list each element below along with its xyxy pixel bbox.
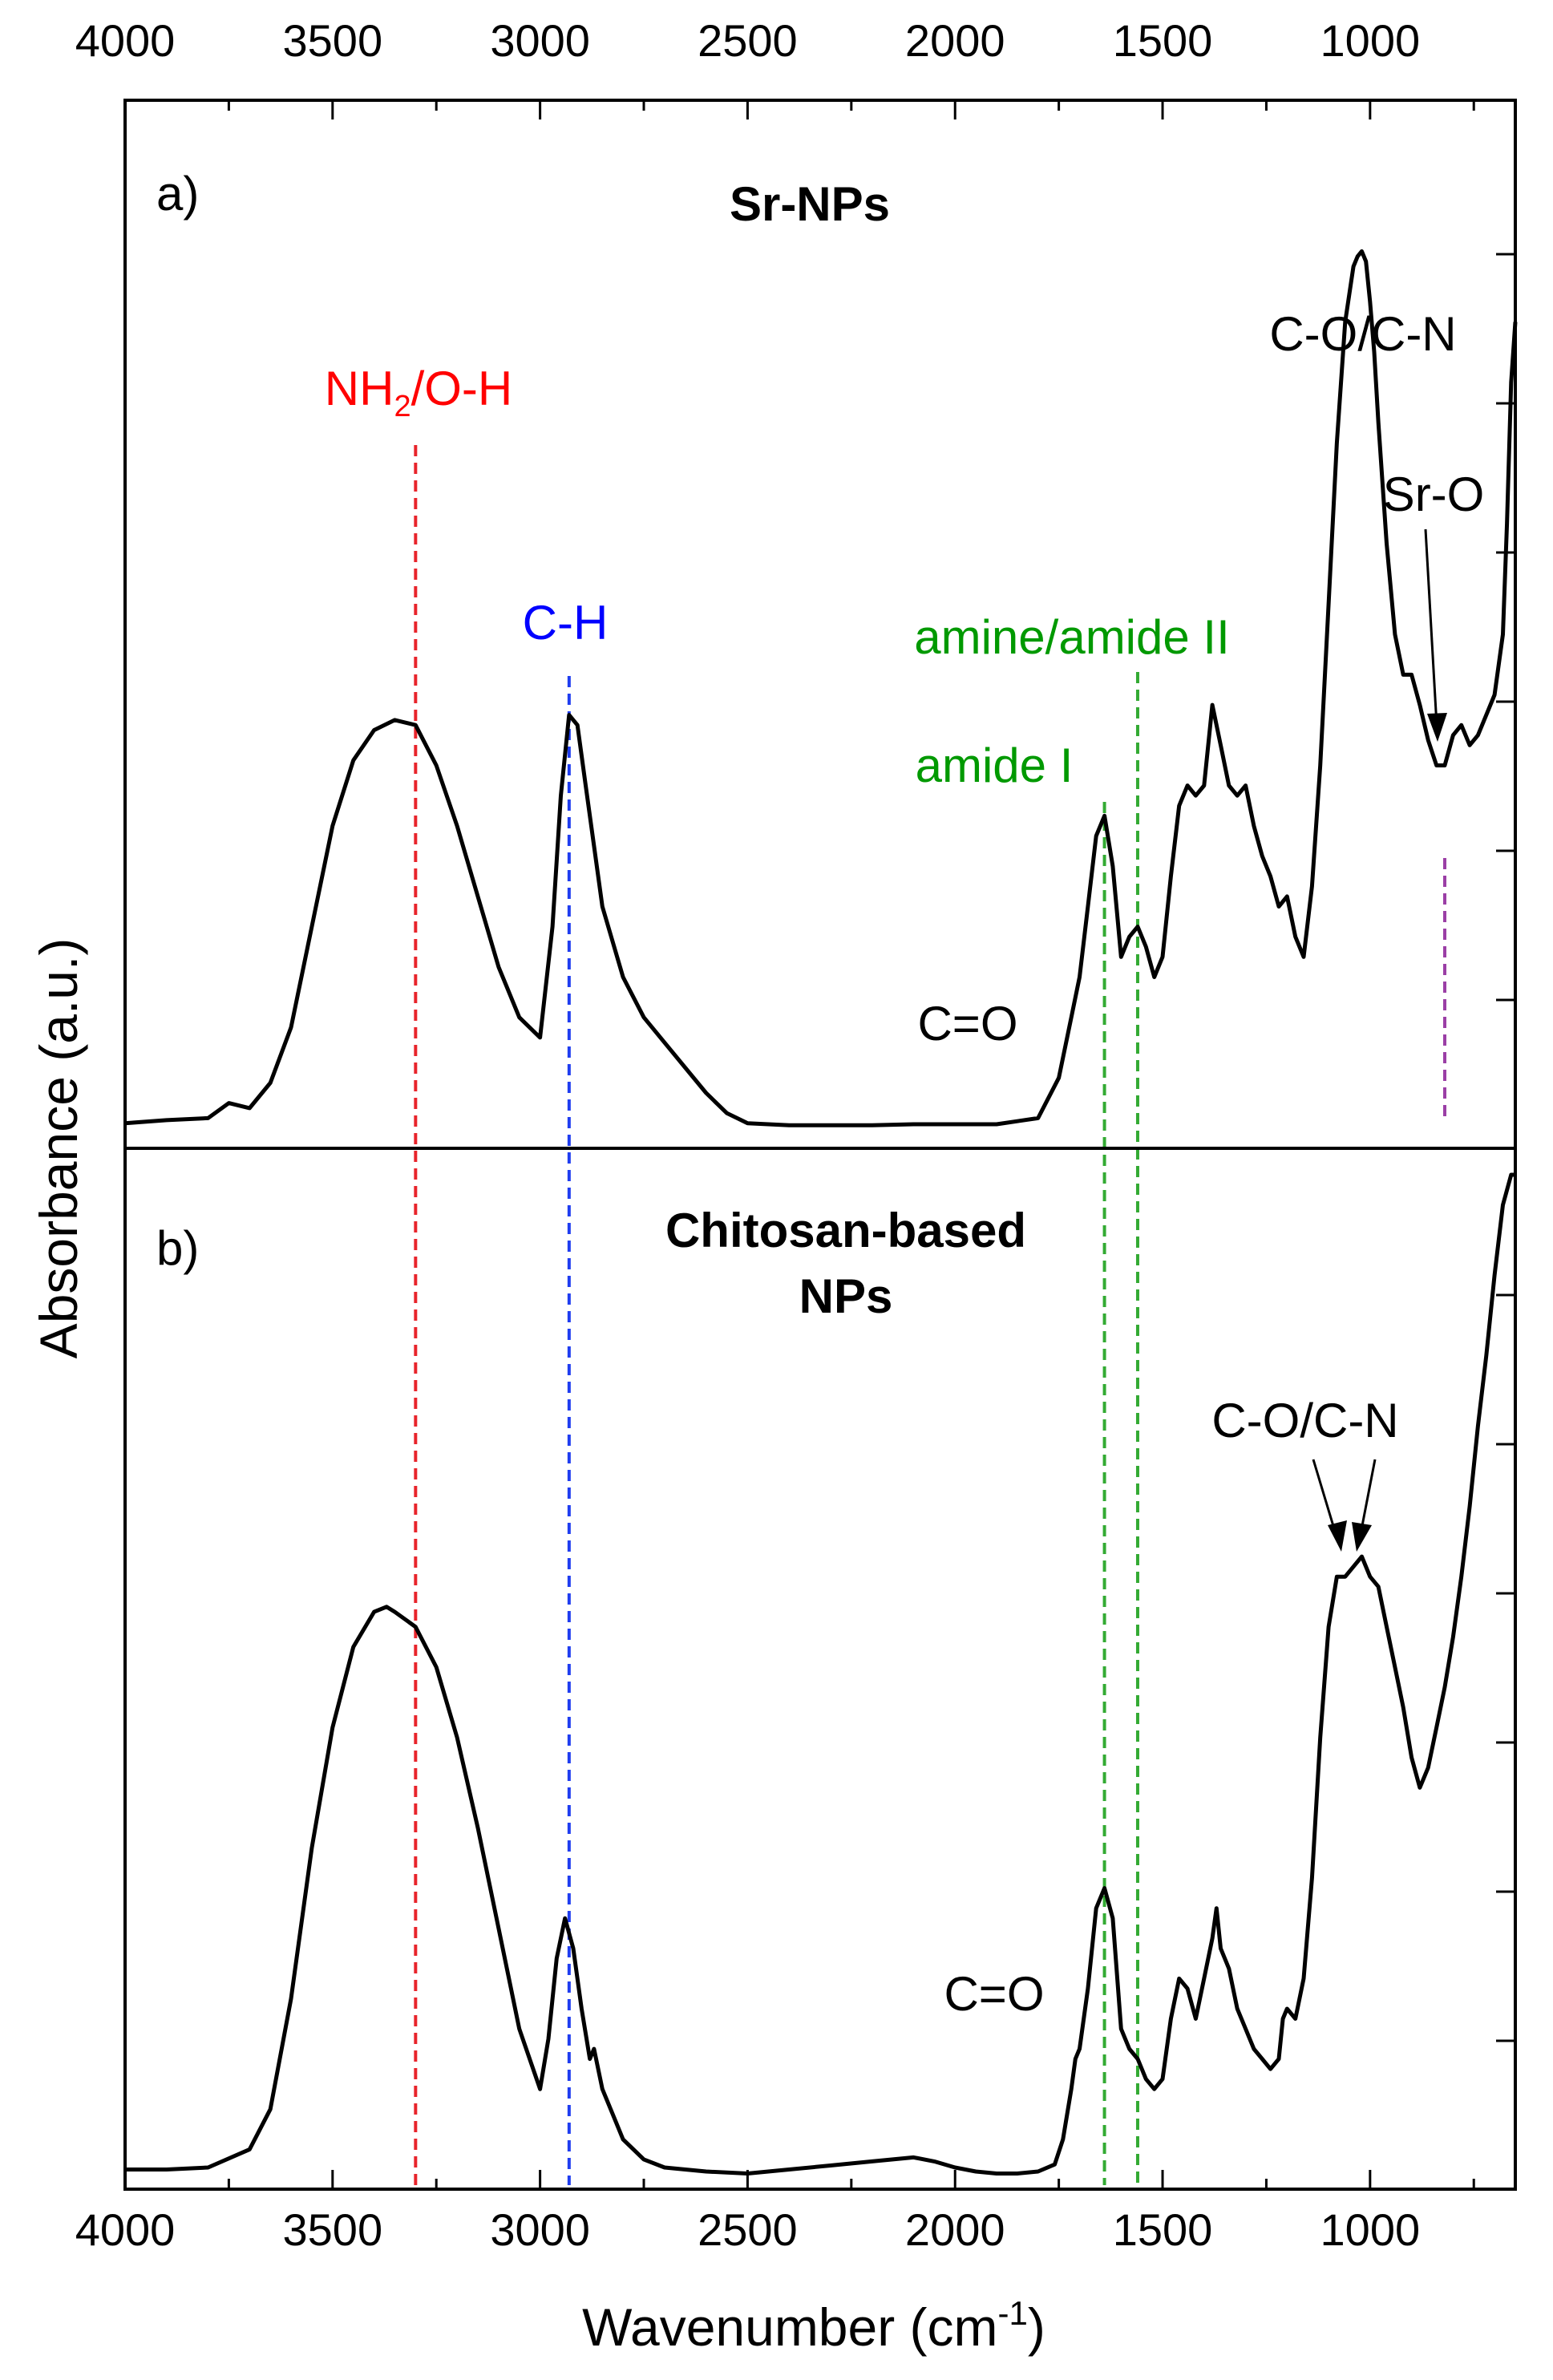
co-cn-arrows [1312,1459,1377,1552]
top-tick-label: 1500 [1113,15,1213,66]
annotation-nh2-sub: 2 [394,390,410,423]
x-axis-label-end: ) [1028,2297,1045,2357]
panel-b-title-line1: Chitosan-based [665,1204,1026,1257]
annotation-nh2-rest: /O-H [411,362,513,415]
top-tick-label: 3500 [283,15,383,66]
bottom-tick-label: 1500 [1113,2204,1213,2255]
top-tick-label: 2500 [698,15,798,66]
bottom-tick-label: 3500 [283,2204,383,2255]
top-axis-tick-labels: 4000 3500 3000 2500 2000 1500 1000 [75,15,1420,66]
annotation-sr-o: Sr-O [1383,468,1485,521]
annotation-nh2-oh: NH2/O-H [325,362,512,423]
annotation-nh2-main: NH [325,362,394,415]
top-tick-label: 1000 [1320,15,1421,66]
axis-ticks [123,100,1515,2189]
y-axis-label: Absorbance (a.u.) [29,938,88,1359]
bottom-axis-tick-labels: 4000 3500 3000 2500 2000 1500 1000 [75,2204,1420,2255]
spectrum-line-a [124,249,1518,1127]
x-axis-label-main: Wavenumber (cm [582,2297,997,2357]
sr-o-arrow [1424,528,1447,742]
spectra-series [124,249,1518,2176]
bottom-tick-label: 2000 [905,2204,1005,2255]
top-tick-label: 4000 [75,15,176,66]
panel-a-title: Sr-NPs [730,177,890,231]
x-axis-label-sup: -1 [998,2294,1028,2332]
bottom-tick-label: 4000 [75,2204,176,2255]
annotation-amine-amide-ii: amine/amide II [914,610,1230,664]
x-axis-label: Wavenumber (cm-1) [582,2294,1045,2357]
annotation-amide-i: amide I [916,739,1074,792]
annotation-ch: C-H [523,596,609,650]
panel-b-title-line2: NPs [799,1269,893,1323]
spectrum-line-b [125,1172,1515,2176]
guide-lines [414,445,1447,2185]
plot-frame [123,99,1517,2191]
bottom-tick-label: 1000 [1320,2204,1421,2255]
top-tick-label: 2000 [905,15,1005,66]
panel-a-letter: a) [156,167,199,221]
annotation-co-cn-a: C-O/C-N [1269,307,1456,361]
top-tick-label: 3000 [490,15,590,66]
bottom-tick-label: 3000 [490,2204,590,2255]
bottom-tick-label: 2500 [698,2204,798,2255]
panel-b-letter: b) [156,1221,199,1275]
annotation-co-a: C=O [917,997,1017,1050]
annotation-co-b: C=O [944,1967,1044,2021]
annotation-co-cn-b: C-O/C-N [1211,1394,1398,1447]
